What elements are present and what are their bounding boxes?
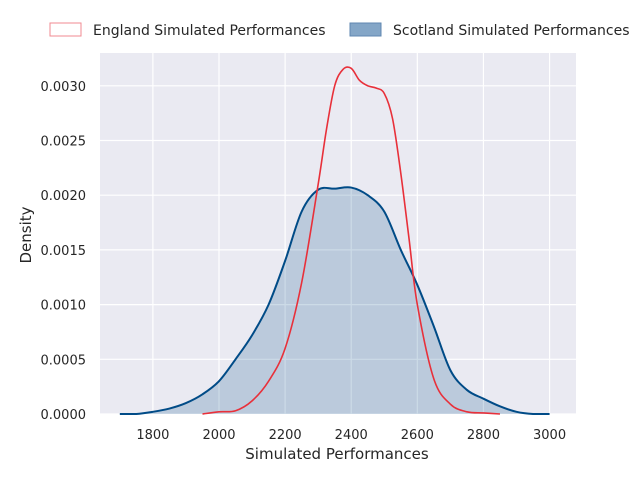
legend-label-scotland: Scotland Simulated Performances — [393, 23, 630, 39]
y-tick-label: 0.0015 — [41, 244, 87, 259]
series-layer — [119, 66, 550, 415]
y-tick-label: 0.0000 — [41, 408, 87, 423]
plot-background — [100, 53, 576, 414]
x-tick-label: 2800 — [467, 428, 500, 443]
series-line-england — [202, 66, 501, 415]
y-axis-ticks: 0.0000 0.0005 0.0010 0.0015 0.0020 0.0025 0.00… — [41, 80, 87, 423]
y-axis-title: Density — [17, 206, 35, 263]
y-tick-label: 0.0020 — [41, 189, 87, 204]
grid-lines — [100, 53, 576, 415]
x-tick-label: 2400 — [335, 428, 368, 443]
x-axis-title: Simulated Performances — [245, 445, 429, 463]
x-tick-label: 1800 — [136, 428, 169, 443]
series-line-scotland — [119, 186, 550, 415]
legend-swatch-scotland — [349, 22, 382, 37]
y-tick-label: 0.0030 — [41, 80, 87, 95]
y-tick-label: 0.0025 — [41, 135, 87, 150]
series-area-scotland — [119, 187, 550, 414]
legend: England Simulated Performances Scotland … — [49, 22, 630, 39]
legend-swatch-england — [49, 22, 82, 37]
x-tick-label: 2200 — [269, 428, 302, 443]
x-tick-label: 2600 — [401, 428, 434, 443]
x-axis-ticks: 1800 2000 2200 2400 2600 2800 3000 — [136, 428, 566, 443]
legend-label-england: England Simulated Performances — [93, 23, 326, 39]
y-tick-label: 0.0010 — [41, 299, 87, 314]
x-tick-label: 3000 — [533, 428, 566, 443]
y-tick-label: 0.0005 — [41, 353, 87, 368]
x-tick-label: 2000 — [202, 428, 235, 443]
